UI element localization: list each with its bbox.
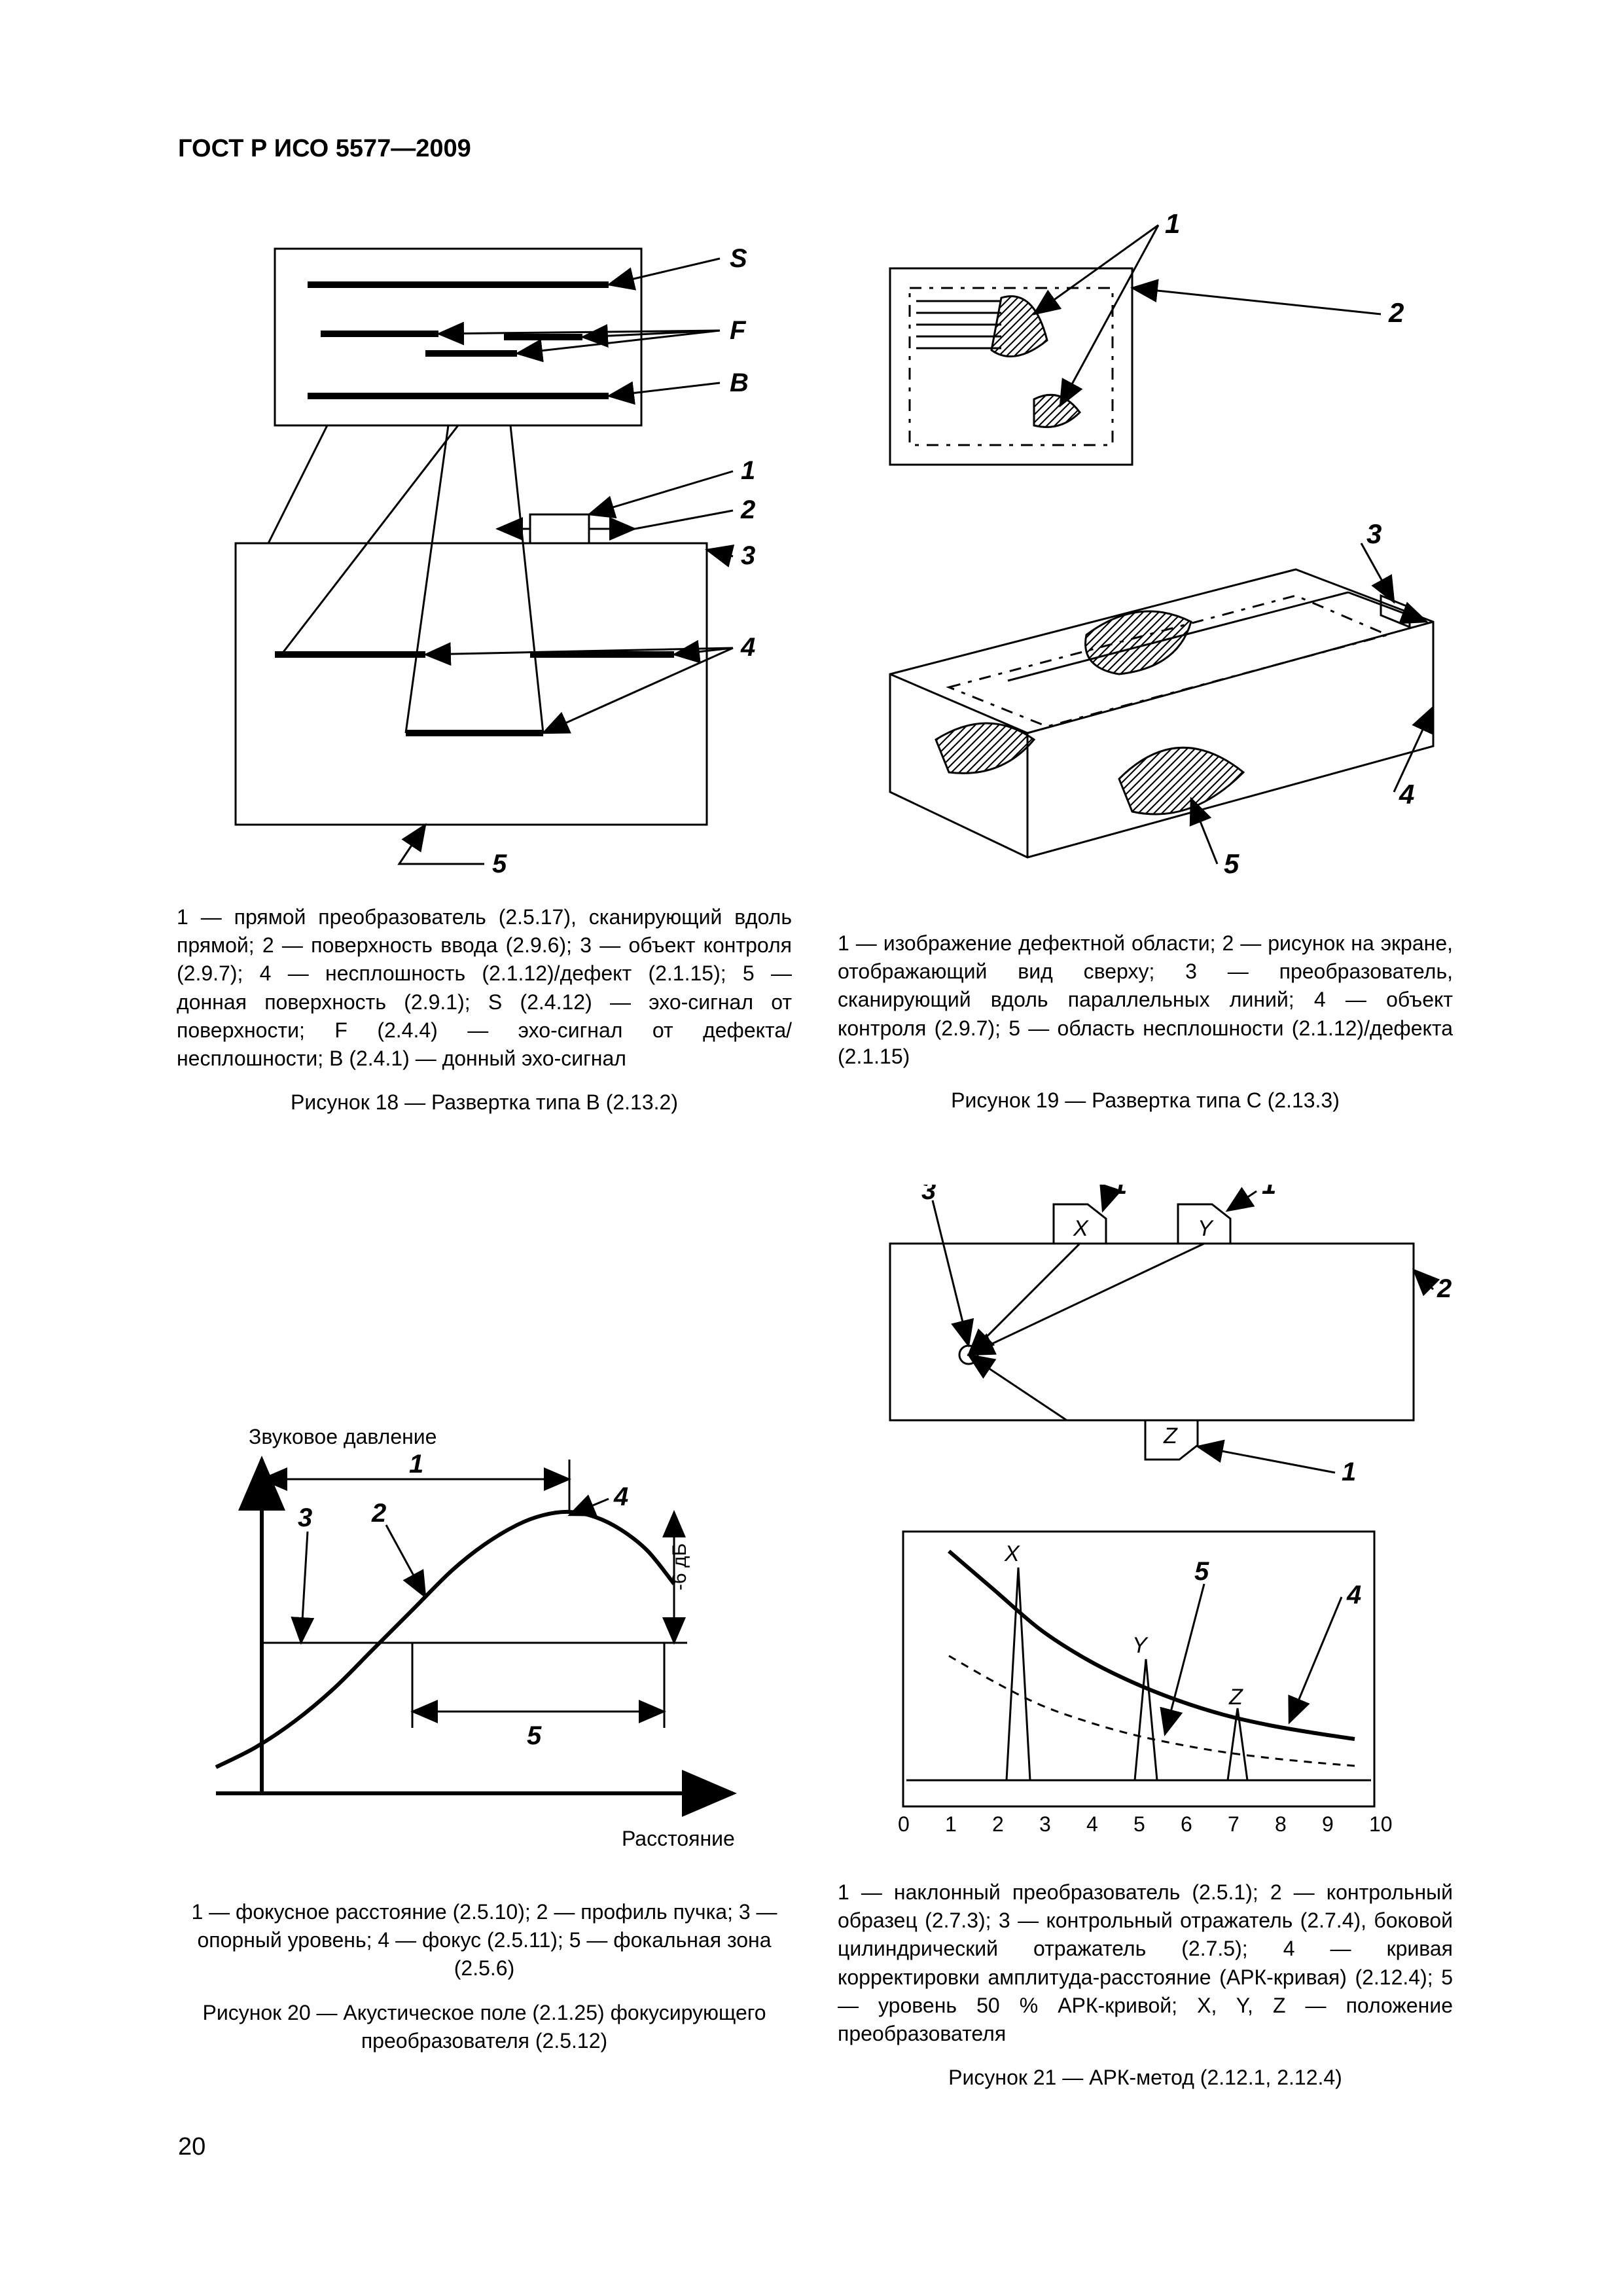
fig18-2: 2: [740, 495, 755, 524]
fig19-title: Рисунок 19 — Развертка типа C (2.13.3): [838, 1086, 1453, 1115]
fig21-4: 4: [1346, 1581, 1361, 1609]
svg-text:2: 2: [992, 1812, 1004, 1836]
fig18-5: 5: [492, 850, 507, 877]
fig20-ylabel: Звуковое давление: [249, 1425, 437, 1448]
page-number: 20: [178, 2133, 205, 2161]
svg-text:3: 3: [1039, 1812, 1051, 1836]
fig21-Zbot: Z: [1163, 1424, 1178, 1448]
fig21-legend: 1 — наклонный преобразователь (2.5.1); 2…: [838, 1878, 1453, 2048]
fig18-F: F: [730, 316, 747, 345]
fig21-1c: 1: [1342, 1458, 1356, 1486]
fig18-title: Рисунок 18 — Развертка типа B (2.13.2): [177, 1088, 792, 1117]
fig20-title: Рисунок 20 — Акустическое поле (2.1.25) …: [177, 1999, 792, 2055]
fig18-legend: 1 — прямой преобразователь (2.5.17), ска…: [177, 903, 792, 1073]
fig19-4: 4: [1399, 779, 1414, 810]
fig19-1: 1: [1165, 208, 1180, 239]
fig19-svg: 1 2 3 4 5: [838, 203, 1466, 890]
svg-text:7: 7: [1228, 1812, 1240, 1836]
fig21-5: 5: [1194, 1557, 1209, 1586]
fig20-3: 3: [298, 1503, 312, 1532]
fig21-2: 2: [1436, 1274, 1452, 1303]
svg-text:8: 8: [1275, 1812, 1287, 1836]
fig21-Xtop: X: [1073, 1216, 1089, 1241]
fig21-1b: 1: [1262, 1185, 1276, 1200]
fig21-title: Рисунок 21 — АРК-метод (2.12.1, 2.12.4): [838, 2064, 1453, 2092]
fig20-2: 2: [371, 1499, 386, 1528]
fig20-xlabel: Расстояние: [622, 1827, 735, 1850]
fig18-svg: S F B 1 2: [177, 229, 792, 877]
doc-header: ГОСТ Р ИСО 5577—2009: [178, 135, 471, 163]
fig21-svg: X Y Z 1 1 1 2 3: [838, 1185, 1466, 1846]
fig20-4: 4: [613, 1482, 628, 1511]
svg-text:0: 0: [898, 1812, 910, 1836]
fig21-Zp: Z: [1228, 1685, 1243, 1710]
svg-text:1: 1: [945, 1812, 957, 1836]
fig20-legend: 1 — фокусное расстояние (2.5.10); 2 — пр…: [177, 1898, 792, 1983]
fig19-2: 2: [1388, 297, 1404, 328]
fig21-3: 3: [921, 1185, 936, 1205]
fig18-S: S: [730, 244, 747, 273]
fig21-Xp: X: [1004, 1541, 1020, 1566]
fig18-3: 3: [741, 541, 755, 570]
fig19-5: 5: [1224, 848, 1240, 879]
fig18-4: 4: [740, 633, 755, 662]
fig21-1a: 1: [1113, 1185, 1127, 1200]
fig20-1: 1: [409, 1450, 423, 1479]
svg-text:4: 4: [1086, 1812, 1098, 1836]
svg-text:5: 5: [1133, 1812, 1145, 1836]
fig19-legend: 1 — изображение дефектной области; 2 — р…: [838, 929, 1453, 1071]
fig18-B: B: [730, 368, 749, 397]
svg-text:6: 6: [1181, 1812, 1192, 1836]
fig20-svg: Звуковое давление Расстояние 5 -6 дБ 1 2: [177, 1414, 792, 1872]
fig20-5: 5: [527, 1721, 542, 1750]
fig21-Ytop: Y: [1198, 1216, 1214, 1241]
fig21-Yp: Y: [1132, 1633, 1149, 1658]
fig18-1: 1: [741, 456, 755, 485]
svg-text:10: 10: [1369, 1812, 1393, 1836]
fig19-3: 3: [1366, 518, 1382, 549]
svg-text:9: 9: [1322, 1812, 1334, 1836]
fig20-db: -6 дБ: [669, 1543, 690, 1590]
